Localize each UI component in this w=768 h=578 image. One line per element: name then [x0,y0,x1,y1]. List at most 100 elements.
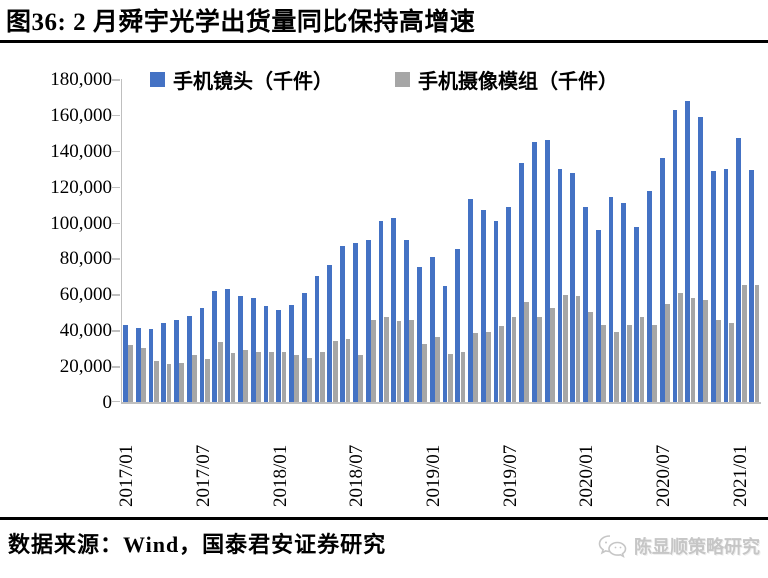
bar-lens [468,199,473,402]
bar-lens [416,266,422,402]
bar-module [294,355,300,402]
bar-lens [429,256,435,402]
bar-lens [710,171,716,402]
x-axis-label: 2020/01 [576,444,598,507]
bar-module [345,339,351,402]
x-axis-label: 2019/07 [499,444,521,507]
y-axis-tick [112,366,120,368]
bar-module [511,316,517,402]
y-axis-label: 60,000 [59,284,112,306]
bar-lens [608,197,614,402]
y-axis-labels: 0 20,000 40,000 60,000 80,000 100,000 120,000 1… [0,70,112,412]
bar-lens [570,173,576,402]
bar-module [217,341,223,402]
bar-module [741,285,747,402]
y-axis-label: 40,000 [59,320,112,342]
bar-lens [340,245,346,402]
x-axis-label: 2021/01 [729,444,751,507]
bar-lens [199,307,205,402]
bar-module [716,319,721,402]
bar-lens [276,309,282,402]
bar-module [179,363,185,402]
bar-module [588,312,594,402]
bar-lens [698,116,703,402]
bar-module [575,296,581,402]
y-axis-tick [112,79,120,81]
bar-module [320,351,325,402]
legend-swatch [150,71,165,87]
y-axis-tick [112,186,120,189]
x-axis-label: 2019/01 [423,444,445,507]
bar-module [626,324,632,402]
y-axis-tick [112,222,120,225]
legend-label: 手机镜头（千件） [173,70,333,93]
bar-module [166,364,172,402]
bar-lens [531,141,537,402]
x-axis-label: 2018/07 [346,444,368,507]
y-axis-label: 80,000 [59,248,112,270]
bar-lens [186,315,192,402]
bar-module [332,341,338,402]
bar-lens [557,168,563,402]
watermark: 陈显顺策略研究 [598,533,760,559]
bar-module [307,358,313,402]
bar-lens [480,210,486,402]
bar-module [422,343,428,402]
y-axis-tick [112,258,120,260]
bar-lens [736,138,742,402]
chart-legend: 手机镜头（千件） 手机摄像模组（千件） [0,65,768,94]
bar-module [639,316,645,402]
bar-lens [391,218,397,402]
bar-lens [365,239,371,402]
bar-module [383,316,389,402]
legend-item-lens: 手机镜头（千件） [150,65,333,94]
x-axis-label: 2017/01 [116,444,138,507]
bar-lens [174,320,179,402]
y-axis-tick [112,330,120,332]
bar-lens [506,207,512,402]
bar-module [460,351,466,402]
legend-item-module: 手机摄像模组（千件） [395,65,618,94]
bar-module [473,332,479,402]
bar-module [243,350,249,402]
y-axis-tick [112,150,120,153]
bar-module [537,316,543,402]
bar-module [435,337,440,402]
bar-lens [544,140,550,402]
bar-module [665,304,670,402]
y-axis-label: 100,000 [50,212,112,234]
bar-lens [353,243,358,402]
bar-module [281,351,287,402]
chart-plot-area [112,79,761,404]
title-divider [0,40,768,43]
bar-module [652,324,658,402]
bar-module [153,360,159,402]
y-axis-label: 20,000 [59,356,112,378]
bar-lens [314,275,320,402]
bar-lens [621,202,627,402]
bar-lens [455,248,461,402]
x-axis-label: 2017/07 [193,444,215,507]
bar-lens [225,289,231,402]
bar-lens [289,305,294,402]
bar-lens [583,207,588,402]
bar-module [268,351,274,402]
y-axis-label: 120,000 [50,176,112,198]
bar-module [550,307,555,402]
bar-lens [135,327,141,402]
bar-module [409,320,415,402]
bar-module [601,324,606,402]
bar-lens [493,220,499,402]
bar-module [498,325,504,402]
chat-bubble-icon [598,534,628,558]
bar-module [256,351,261,402]
bar-module [524,302,530,402]
bar-lens [212,290,218,402]
bar-module [486,332,491,402]
bar-module [358,355,364,402]
bar-lens [378,220,384,402]
bar-module [447,354,453,402]
data-source: 数据来源：Wind，国泰君安证券研究 [8,532,387,557]
bar-module [677,293,683,402]
y-axis-label: 140,000 [50,140,112,162]
